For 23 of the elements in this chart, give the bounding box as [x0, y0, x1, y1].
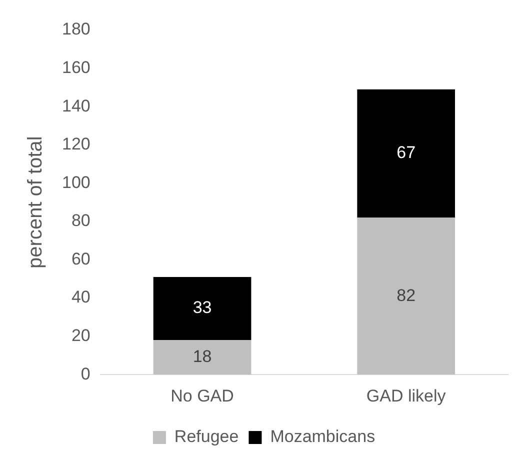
data-label: 33: [192, 298, 212, 318]
y-tick-label: 20: [71, 326, 90, 345]
x-tick-label: GAD likely: [366, 386, 446, 406]
y-tick-label: 120: [62, 134, 90, 154]
data-label: 67: [396, 143, 416, 162]
y-tick-label: 140: [62, 96, 90, 116]
bar: [153, 340, 252, 375]
y-tick-label: 60: [71, 249, 90, 268]
y-tick-label: 80: [71, 211, 90, 230]
y-tick-label: 0: [80, 364, 90, 384]
y-tick-label: 100: [62, 172, 90, 192]
y-tick-label: 180: [62, 20, 90, 39]
y-tick-label: 160: [62, 58, 90, 77]
bar: [357, 218, 456, 375]
data-label: 18: [192, 347, 212, 366]
data-label: 82: [396, 286, 416, 305]
y-axis-title: percent of total: [24, 136, 47, 268]
bar: [153, 276, 252, 340]
legend-label: Refugee: [174, 427, 239, 446]
x-tick-label: No GAD: [170, 386, 234, 406]
y-tick-label: 40: [71, 288, 90, 307]
bar: [357, 89, 456, 218]
legend-label: Mozambicans: [270, 427, 376, 446]
